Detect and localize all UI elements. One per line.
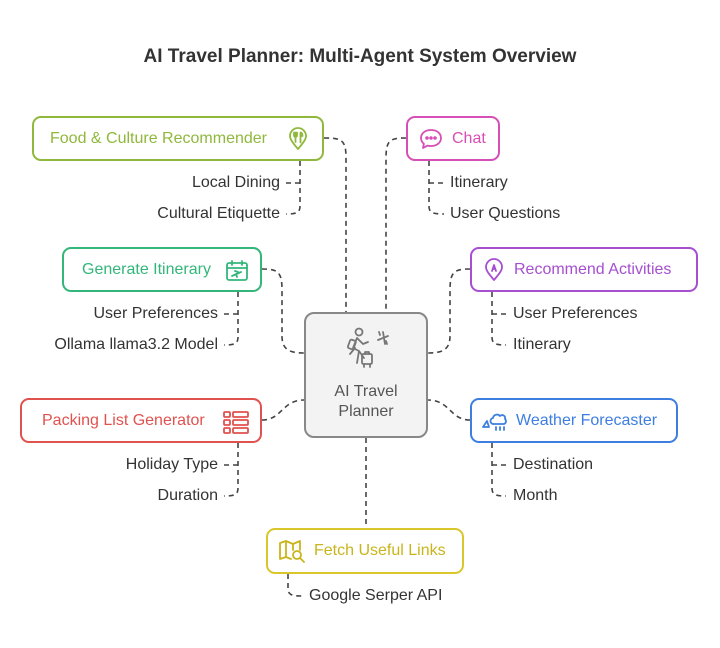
packing-list-generator-label: Packing List Generator <box>42 411 205 429</box>
food-pin-icon <box>286 127 310 151</box>
chat-node[interactable]: Chat <box>406 116 500 161</box>
list-icon <box>222 410 250 434</box>
connector-weather <box>427 399 471 421</box>
itinerary-item-ollama-model: Ollama llama3.2 Model <box>54 336 218 353</box>
ai-travel-planner-label: AI Travel Planner <box>306 382 426 422</box>
diagram-title: AI Travel Planner: Multi-Agent System Ov… <box>143 46 577 67</box>
map-pin-icon <box>482 257 506 282</box>
connector-itinerary <box>261 268 305 354</box>
chat-item-itinerary: Itinerary <box>450 174 508 191</box>
connector-food-items <box>285 161 301 215</box>
packing-list-generator-node[interactable]: Packing List Generator <box>20 398 262 443</box>
connector-links-items <box>287 574 303 597</box>
chat-label: Chat <box>452 129 486 147</box>
calendar-plane-icon <box>224 259 250 283</box>
weather-icon <box>480 409 508 433</box>
chat-bubble-icon <box>418 127 444 151</box>
activities-item-itinerary: Itinerary <box>513 336 571 353</box>
connector-packing-items <box>223 443 239 497</box>
weather-forecaster-label: Weather Forecaster <box>516 411 658 429</box>
traveler-icon <box>345 326 391 375</box>
connector-activities-items <box>491 292 507 346</box>
weather-item-destination: Destination <box>513 456 594 473</box>
center-line-1: AI Travel <box>334 383 398 400</box>
links-item-google-serper-api: Google Serper API <box>309 587 443 604</box>
recommend-activities-node[interactable]: Recommend Activities <box>470 247 698 292</box>
itinerary-item-user-preferences: User Preferences <box>93 305 219 322</box>
food-culture-recommender-node[interactable]: Food & Culture Recommender <box>32 116 324 161</box>
connector-food <box>323 137 347 312</box>
chat-item-user-questions: User Questions <box>450 205 561 222</box>
generate-itinerary-node[interactable]: Generate Itinerary <box>62 247 262 292</box>
food-item-cultural-etiquette: Cultural Etiquette <box>157 205 280 222</box>
fetch-useful-links-node[interactable]: Fetch Useful Links <box>266 528 464 574</box>
recommend-activities-label: Recommend Activities <box>514 260 672 278</box>
weather-item-month: Month <box>513 487 558 504</box>
weather-forecaster-node[interactable]: Weather Forecaster <box>470 398 678 443</box>
generate-itinerary-label: Generate Itinerary <box>82 260 211 278</box>
packing-item-duration: Duration <box>157 487 218 504</box>
map-search-icon <box>278 538 306 564</box>
connector-chat <box>385 137 407 312</box>
connector-packing <box>261 399 305 421</box>
center-line-2: Planner <box>338 403 394 420</box>
ai-travel-planner-node[interactable]: AI Travel Planner <box>304 312 428 438</box>
fetch-useful-links-label: Fetch Useful Links <box>314 542 446 559</box>
connector-activities <box>427 268 471 354</box>
connector-itinerary-items <box>223 292 239 346</box>
packing-item-holiday-type: Holiday Type <box>125 456 218 473</box>
food-item-local-dining: Local Dining <box>191 174 280 191</box>
connector-weather-items <box>491 443 507 497</box>
connector-chat-items <box>428 161 445 215</box>
food-culture-recommender-label: Food & Culture Recommender <box>50 129 267 147</box>
activities-item-user-preferences: User Preferences <box>513 305 638 322</box>
